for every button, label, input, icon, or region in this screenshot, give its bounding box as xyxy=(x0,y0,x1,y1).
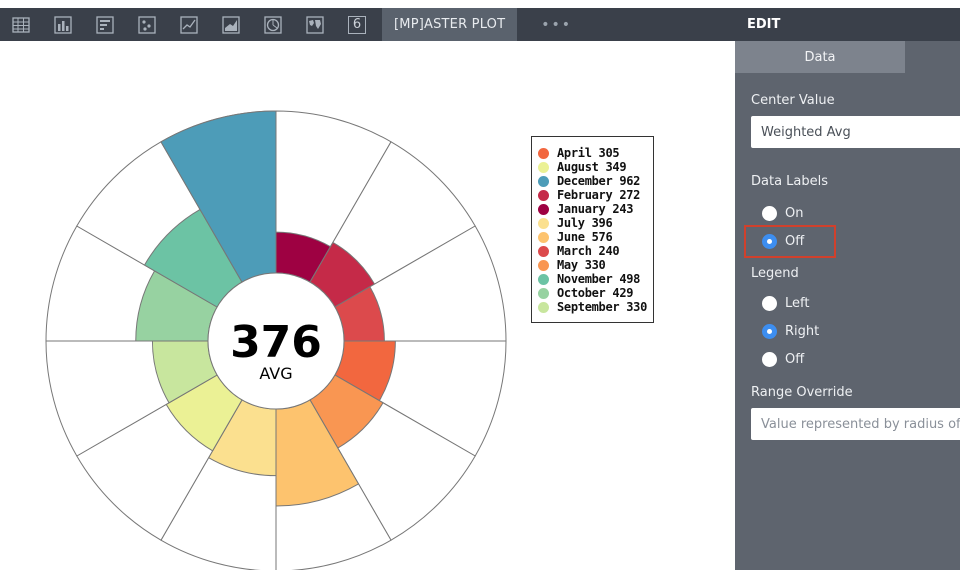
legend-text: June 576 xyxy=(557,230,613,244)
radio-right-selected[interactable] xyxy=(762,323,777,339)
legend-text: September 330 xyxy=(557,300,648,314)
bar-chart-icon[interactable] xyxy=(42,8,84,41)
legend-swatch xyxy=(538,147,549,159)
map-icon[interactable] xyxy=(294,8,336,41)
tab-secondary[interactable] xyxy=(905,41,960,73)
legend-text: November 498 xyxy=(557,272,641,286)
range-override-input[interactable]: Value represented by radius of xyxy=(751,408,960,440)
legend-text: January 243 xyxy=(557,202,634,216)
legend-swatch xyxy=(538,231,549,243)
legend-swatch xyxy=(538,287,549,299)
legend-label: Legend xyxy=(751,266,799,281)
number-tile-tab[interactable]: 6 xyxy=(336,8,378,41)
data-labels-off-text: Off xyxy=(785,234,805,249)
visualization-toolbar: 6 [MP]ASTER PLOT ••• xyxy=(0,8,735,41)
center-label-text: AVG xyxy=(259,364,292,383)
legend-item: August 349 xyxy=(538,160,653,174)
legend-swatch xyxy=(538,203,549,215)
data-labels-label: Data Labels xyxy=(751,174,829,189)
legend-item: June 576 xyxy=(538,230,653,244)
legend-swatch xyxy=(538,217,549,229)
legend-item: September 330 xyxy=(538,300,653,314)
center-value-label: Center Value xyxy=(751,93,835,108)
center-circle xyxy=(207,272,345,410)
data-labels-off-option[interactable]: Off xyxy=(744,225,836,258)
legend-item: December 962 xyxy=(538,174,653,188)
legend-swatch xyxy=(538,259,549,271)
radio-left[interactable] xyxy=(762,295,777,311)
area-chart-icon[interactable] xyxy=(210,8,252,41)
table-icon[interactable] xyxy=(0,8,42,41)
legend-item: February 272 xyxy=(538,188,653,202)
legend-left-text: Left xyxy=(785,295,810,311)
legend-text: March 240 xyxy=(557,244,620,258)
pie-chart-icon[interactable] xyxy=(252,8,294,41)
legend-item: November 498 xyxy=(538,272,653,286)
tab-master-plot[interactable]: [MP]ASTER PLOT xyxy=(382,8,518,41)
legend-off-text: Off xyxy=(785,351,805,367)
legend-item: July 396 xyxy=(538,216,653,230)
legend-item: March 240 xyxy=(538,244,653,258)
legend-item: May 330 xyxy=(538,258,653,272)
legend-text: April 305 xyxy=(557,146,620,160)
legend-swatch xyxy=(538,161,549,173)
legend-right-text: Right xyxy=(785,323,820,339)
tab-data[interactable]: Data xyxy=(735,41,905,73)
chart-legend: April 305 August 349 December 962 February … xyxy=(531,136,654,323)
panel-tabs: Data xyxy=(735,41,960,73)
legend-swatch xyxy=(538,175,549,187)
panel-body: Center Value Weighted Avg Data Labels On… xyxy=(735,93,960,440)
legend-text: July 396 xyxy=(557,216,613,230)
legend-text: October 429 xyxy=(557,286,634,300)
edit-panel: EDIT Data Center Value Weighted Avg Data… xyxy=(735,8,960,570)
legend-left-option[interactable]: Left xyxy=(751,289,960,317)
legend-swatch xyxy=(538,245,549,257)
legend-swatch xyxy=(538,273,549,285)
legend-swatch xyxy=(538,301,549,313)
more-options-button[interactable]: ••• xyxy=(541,16,573,33)
line-chart-icon[interactable] xyxy=(168,8,210,41)
radio-off-selected[interactable] xyxy=(762,234,777,249)
panel-title: EDIT xyxy=(735,8,960,41)
legend-text: February 272 xyxy=(557,188,641,202)
legend-text: August 349 xyxy=(557,160,627,174)
legend-text: May 330 xyxy=(557,258,606,272)
radio-on[interactable] xyxy=(762,205,777,221)
legend-item: October 429 xyxy=(538,286,653,300)
legend-off-option[interactable]: Off xyxy=(751,345,960,373)
center-value-input[interactable]: Weighted Avg xyxy=(751,116,960,148)
list-icon[interactable] xyxy=(84,8,126,41)
aster-plot-chart: 376 AVG xyxy=(0,41,735,570)
radio-legend-off[interactable] xyxy=(762,351,777,367)
data-labels-on-option[interactable]: On xyxy=(751,199,960,227)
center-value-text: 376 xyxy=(230,317,322,368)
legend-swatch xyxy=(538,189,549,201)
legend-right-option[interactable]: Right xyxy=(751,317,960,345)
number-tile-label: 6 xyxy=(348,15,366,34)
legend-item: April 305 xyxy=(538,146,653,160)
range-override-label: Range Override xyxy=(751,385,853,400)
legend-item: January 243 xyxy=(538,202,653,216)
scatter-icon[interactable] xyxy=(126,8,168,41)
legend-text: December 962 xyxy=(557,174,641,188)
data-labels-on-text: On xyxy=(785,205,804,221)
